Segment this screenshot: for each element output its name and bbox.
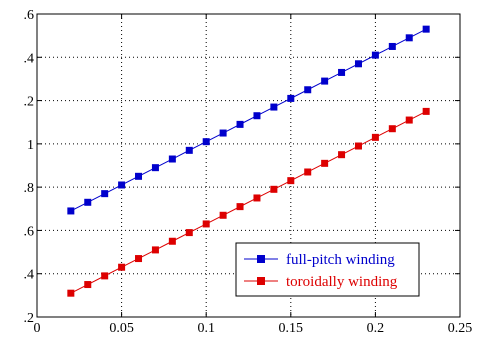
- data-point-full-pitch: [422, 25, 430, 33]
- data-point-full-pitch: [151, 164, 159, 172]
- data-point-full-pitch: [135, 172, 143, 180]
- x-tick-label: 0.25: [448, 321, 473, 336]
- y-tick-label: .6: [24, 224, 35, 239]
- data-point-full-pitch: [354, 60, 362, 68]
- data-point-toroidal: [354, 142, 362, 150]
- data-point-toroidal: [151, 246, 159, 254]
- data-point-full-pitch: [304, 86, 312, 94]
- x-tick-label: 0: [34, 321, 41, 336]
- data-point-full-pitch: [253, 112, 261, 120]
- data-point-toroidal: [236, 203, 244, 211]
- axis-ticks: 0 0.05 0.1 0.15 0.2 0.25 .2 .4 .6 .8 1 .2 .4 .6: [24, 8, 473, 336]
- legend-entry-toroidal: toroidally winding: [244, 274, 398, 290]
- data-point-full-pitch: [405, 34, 413, 42]
- x-tick-label: 0.1: [197, 321, 215, 336]
- y-tick-label: 1: [27, 138, 34, 153]
- y-tick-label: .8: [24, 181, 35, 196]
- data-point-toroidal: [67, 289, 75, 297]
- data-point-toroidal: [168, 237, 176, 245]
- data-point-full-pitch: [321, 77, 329, 85]
- legend-marker-toroidal: [257, 277, 265, 285]
- data-point-toroidal: [287, 177, 295, 185]
- data-point-full-pitch: [67, 207, 75, 215]
- legend-marker-full-pitch: [257, 255, 265, 263]
- y-tick-label: .4: [24, 51, 35, 66]
- data-point-toroidal: [118, 263, 126, 271]
- legend-label-toroidal: toroidally winding: [286, 274, 398, 290]
- data-point-toroidal: [84, 281, 92, 289]
- series-line-full-pitch: [70, 28, 427, 212]
- data-point-full-pitch: [371, 51, 379, 59]
- data-point-toroidal: [185, 229, 193, 237]
- data-point-toroidal: [270, 185, 278, 193]
- legend: full-pitch winding toroidally winding: [235, 242, 420, 297]
- y-tick-label: .2: [24, 95, 35, 110]
- data-point-toroidal: [202, 220, 210, 228]
- data-point-full-pitch: [185, 146, 193, 154]
- data-point-full-pitch: [118, 181, 126, 189]
- x-tick-label: 0.05: [109, 321, 134, 336]
- data-point-full-pitch: [84, 198, 92, 206]
- data-point-toroidal: [135, 255, 143, 263]
- data-point-full-pitch: [202, 138, 210, 146]
- data-point-toroidal: [371, 133, 379, 141]
- data-point-full-pitch: [101, 190, 109, 198]
- data-point-toroidal: [338, 151, 346, 159]
- data-point-toroidal: [405, 116, 413, 124]
- legend-box: [235, 242, 420, 297]
- x-tick-label: 0.15: [279, 321, 304, 336]
- y-tick-label: .6: [24, 8, 35, 23]
- legend-label-full-pitch: full-pitch winding: [286, 252, 395, 268]
- data-point-full-pitch: [287, 94, 295, 102]
- data-point-toroidal: [101, 272, 109, 280]
- data-point-toroidal: [388, 125, 396, 133]
- data-point-full-pitch: [168, 155, 176, 163]
- data-point-toroidal: [219, 211, 227, 219]
- legend-entry-full-pitch: full-pitch winding: [244, 252, 395, 268]
- data-point-full-pitch: [236, 120, 244, 128]
- data-point-full-pitch: [270, 103, 278, 111]
- series-layer: [67, 25, 430, 297]
- data-point-full-pitch: [338, 68, 346, 76]
- data-point-toroidal: [253, 194, 261, 202]
- y-tick-label: .4: [24, 268, 35, 283]
- data-point-toroidal: [422, 107, 430, 115]
- plot-area-frame: [36, 13, 461, 318]
- series-line-toroidal: [70, 110, 427, 294]
- y-tick-label: .2: [24, 311, 35, 326]
- data-point-full-pitch: [219, 129, 227, 137]
- x-tick-label: 0.2: [367, 321, 385, 336]
- data-point-full-pitch: [388, 42, 396, 50]
- data-point-toroidal: [304, 168, 312, 176]
- data-point-toroidal: [321, 159, 329, 167]
